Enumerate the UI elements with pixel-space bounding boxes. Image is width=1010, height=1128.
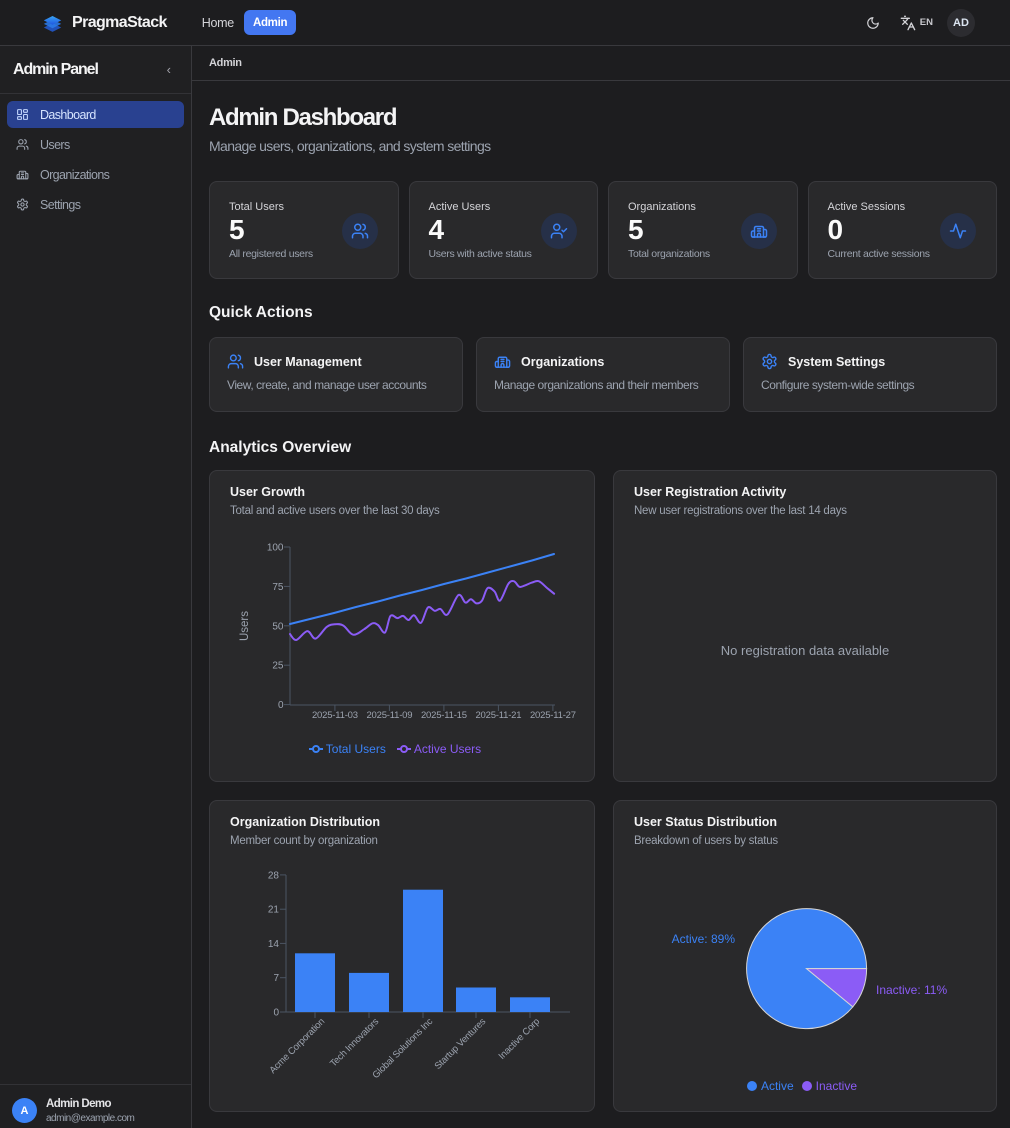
svg-text:2025-11-21: 2025-11-21 bbox=[475, 710, 521, 721]
svg-text:Global Solutions Inc: Global Solutions Inc bbox=[370, 1016, 435, 1081]
svg-text:Tech Innovators: Tech Innovators bbox=[328, 1016, 381, 1069]
svg-text:2025-11-27: 2025-11-27 bbox=[530, 710, 576, 721]
svg-text:Inactive: 11%: Inactive: 11% bbox=[876, 983, 947, 997]
svg-text:2025-11-09: 2025-11-09 bbox=[366, 710, 412, 721]
svg-text:Active: 89%: Active: 89% bbox=[672, 932, 736, 946]
svg-text:Inactive Corp: Inactive Corp bbox=[497, 1016, 543, 1062]
svg-text:7: 7 bbox=[273, 973, 279, 984]
svg-text:28: 28 bbox=[268, 870, 280, 881]
svg-text:2025-11-15: 2025-11-15 bbox=[421, 710, 467, 721]
svg-text:100: 100 bbox=[267, 543, 284, 554]
svg-text:50: 50 bbox=[272, 621, 284, 632]
svg-text:21: 21 bbox=[268, 905, 280, 916]
svg-text:25: 25 bbox=[272, 661, 284, 672]
svg-text:Users: Users bbox=[239, 611, 251, 641]
svg-text:Acme Corporation: Acme Corporation bbox=[267, 1016, 327, 1076]
svg-text:14: 14 bbox=[268, 939, 280, 950]
svg-text:75: 75 bbox=[272, 582, 284, 593]
svg-text:2025-11-03: 2025-11-03 bbox=[312, 710, 358, 721]
svg-text:Startup Ventures: Startup Ventures bbox=[433, 1016, 489, 1072]
svg-text:0: 0 bbox=[278, 700, 284, 711]
svg-text:0: 0 bbox=[273, 1008, 279, 1019]
